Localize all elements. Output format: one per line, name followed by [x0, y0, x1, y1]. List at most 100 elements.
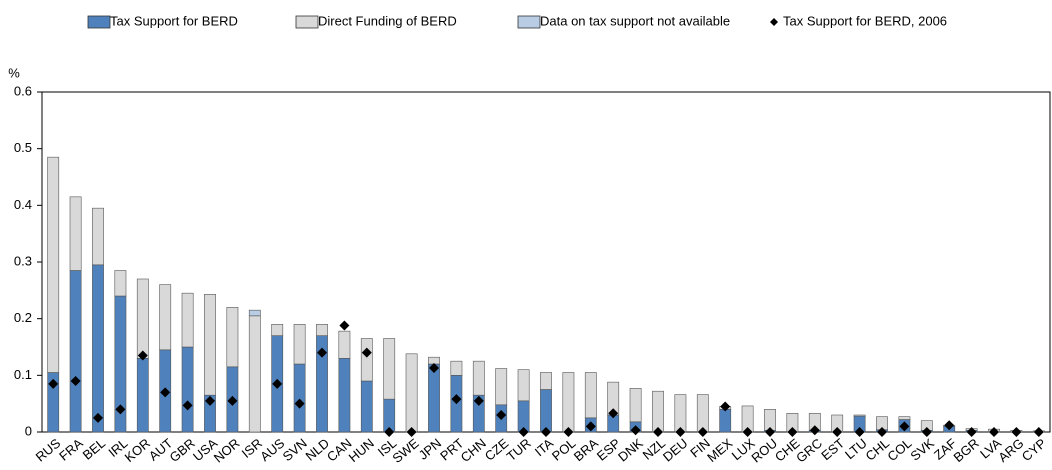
bar-segment	[293, 324, 306, 365]
bar-segment	[69, 196, 82, 271]
legend-marker	[770, 18, 778, 26]
bar-segment	[629, 388, 642, 423]
legend-label: Tax Support for BERD, 2006	[783, 13, 947, 28]
x-tick-label: HUN	[346, 435, 377, 465]
legend-swatch	[517, 15, 541, 29]
marker	[899, 421, 910, 432]
marker	[518, 427, 529, 437]
bar-segment	[271, 324, 284, 336]
bar-segment	[853, 414, 866, 417]
legend-label: Data on tax support not available	[540, 13, 730, 28]
marker	[48, 378, 59, 389]
bar-segment	[181, 346, 194, 433]
marker	[563, 427, 574, 437]
marker	[653, 427, 663, 437]
marker	[1033, 427, 1044, 437]
bar-segment	[383, 338, 396, 400]
x-tick-label: TUR	[504, 435, 534, 464]
marker	[294, 398, 305, 409]
bar-segment	[540, 389, 552, 433]
marker	[160, 387, 171, 398]
marker	[989, 427, 999, 437]
marker	[205, 395, 215, 406]
x-tick-label: DEU	[660, 435, 691, 464]
bar-segment	[719, 409, 732, 433]
marker	[451, 394, 462, 405]
bar-segment	[898, 416, 911, 420]
bar-segment	[428, 363, 440, 433]
marker	[765, 427, 775, 437]
bar-segment	[316, 324, 328, 336]
bar-segment	[136, 358, 149, 433]
bar-segment	[517, 369, 530, 402]
y-tick-label: 0.6	[14, 83, 32, 98]
bar-segment	[674, 394, 687, 433]
bar-segment	[338, 330, 351, 359]
marker	[317, 347, 327, 358]
bar-segment	[181, 292, 194, 348]
marker	[361, 347, 372, 358]
y-tick-label: 0	[25, 423, 32, 438]
marker	[137, 350, 148, 361]
x-tick-label: CYP	[1019, 435, 1049, 464]
marker	[70, 376, 81, 386]
marker	[742, 427, 753, 437]
bar-segment	[92, 207, 104, 266]
bar-segment	[159, 284, 172, 351]
bar-segment	[562, 372, 575, 433]
y-unit: %	[8, 65, 20, 80]
bar-segment	[69, 270, 82, 433]
marker	[966, 427, 977, 437]
marker	[585, 421, 596, 432]
marker	[93, 412, 103, 423]
marker	[429, 362, 439, 373]
bar-segment	[114, 270, 127, 297]
y-tick-label: 0.1	[14, 367, 32, 382]
marker	[384, 427, 395, 437]
y-tick-label: 0.3	[14, 253, 32, 268]
legend-label: Direct Funding of BERD	[318, 13, 457, 28]
legend-label: Tax Support for BERD	[110, 13, 238, 28]
bar-segment	[696, 394, 709, 433]
marker	[608, 408, 619, 419]
bar-segment	[204, 293, 216, 396]
bar-segment	[540, 372, 552, 390]
marker	[1011, 427, 1022, 437]
marker	[272, 378, 283, 389]
bar-segment	[226, 307, 239, 368]
bar-segment	[450, 360, 463, 376]
x-tick-label: NOR	[211, 435, 243, 465]
marker	[944, 420, 955, 431]
marker	[339, 320, 350, 331]
marker	[496, 410, 507, 420]
bar-segment	[405, 353, 418, 433]
bar-segment	[472, 360, 485, 396]
bar-segment	[652, 390, 664, 433]
y-tick-label: 0.5	[14, 140, 32, 155]
bar-segment	[338, 358, 351, 433]
marker	[227, 395, 238, 406]
marker	[854, 427, 865, 437]
bar-segment	[248, 315, 261, 433]
bar-segment	[495, 368, 508, 406]
bar-segment	[360, 380, 373, 433]
legend-swatch	[295, 15, 319, 29]
marker	[473, 395, 484, 406]
marker	[697, 427, 708, 437]
marker	[921, 427, 932, 437]
y-tick-label: 0.2	[14, 310, 32, 325]
bar-segment	[293, 363, 306, 433]
marker	[406, 427, 417, 437]
bar-segment	[360, 338, 373, 382]
marker	[115, 404, 126, 415]
marker	[675, 427, 686, 437]
x-tick-label: BEL	[80, 435, 108, 462]
marker	[877, 427, 887, 437]
marker	[832, 427, 843, 437]
marker	[720, 401, 731, 412]
bar-segment	[584, 372, 597, 419]
marker	[787, 427, 798, 437]
y-tick-label: 0.4	[14, 197, 32, 212]
marker	[809, 425, 820, 436]
